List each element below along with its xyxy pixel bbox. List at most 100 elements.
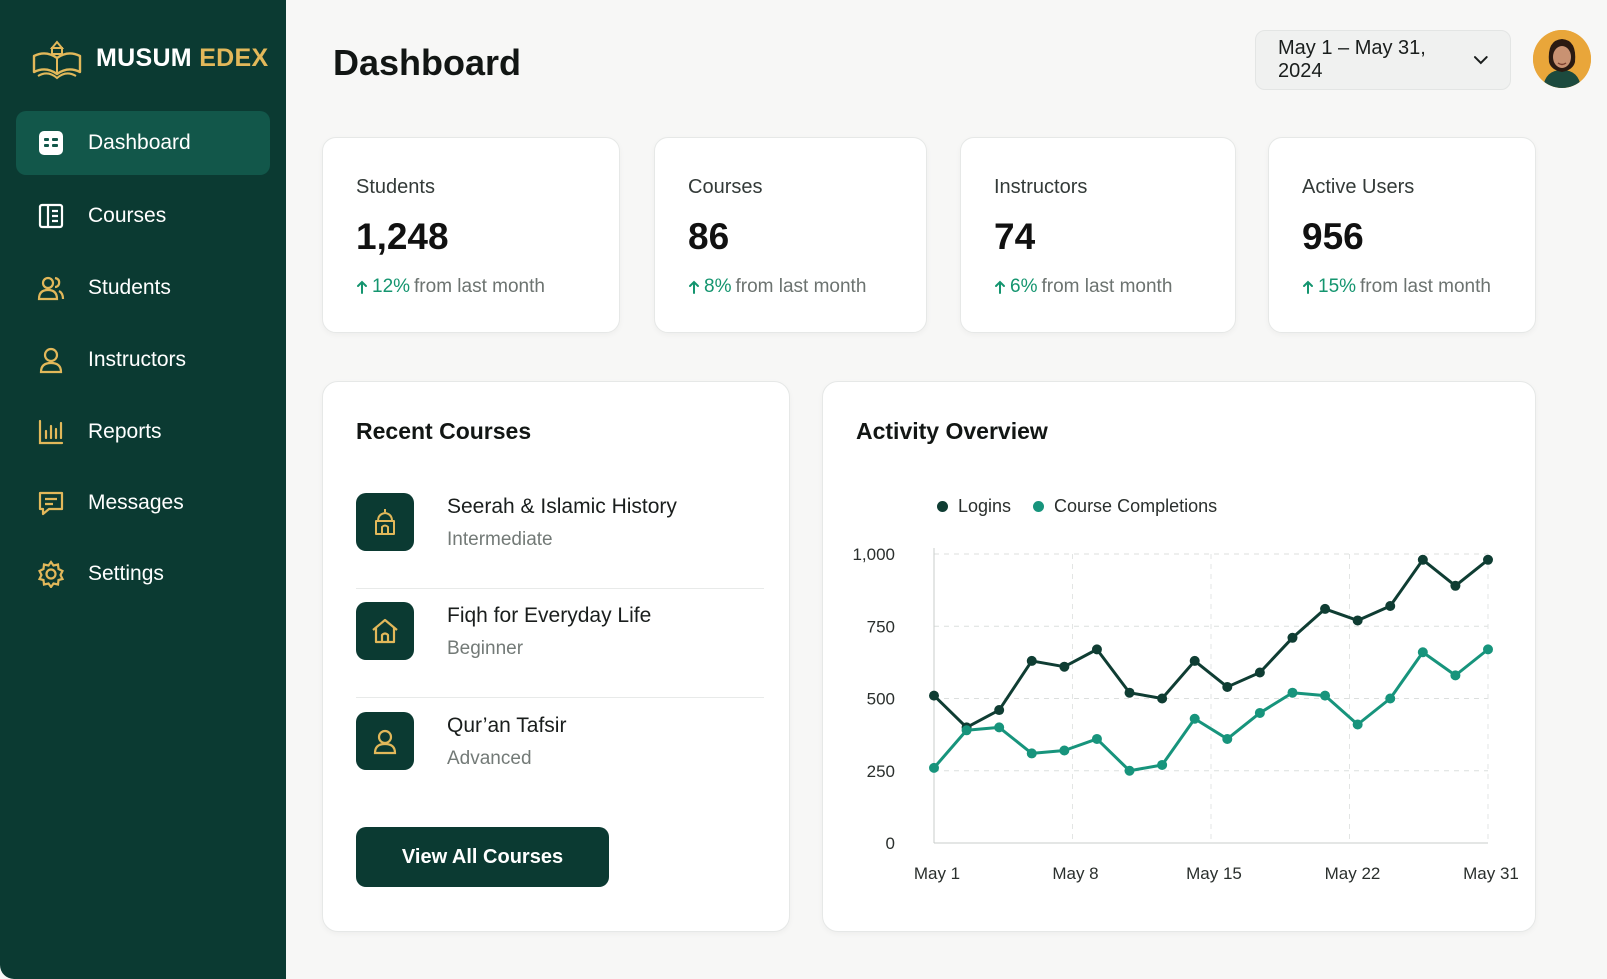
activity-overview-title: Activity Overview [856, 418, 1048, 444]
data-point [961, 725, 972, 736]
data-point [1091, 733, 1102, 744]
sidebar-item-settings[interactable]: Settings [16, 542, 270, 606]
data-point [1124, 765, 1135, 776]
stat-change-text: from last month [735, 276, 867, 297]
data-point [1189, 713, 1200, 724]
data-point [1059, 745, 1070, 756]
mosque-icon [356, 493, 414, 551]
stat-label: Courses [688, 176, 763, 198]
data-point [1352, 719, 1363, 730]
data-point [1254, 707, 1265, 718]
sidebar-item-students[interactable]: Students [16, 256, 270, 320]
sidebar-item-label: Reports [88, 420, 162, 443]
arrow-up-icon [1303, 280, 1313, 294]
stat-value: 74 [994, 216, 1036, 257]
course-list-item[interactable]: Seerah & Islamic History Intermediate [356, 483, 764, 589]
data-point [1124, 687, 1135, 698]
brand-logo[interactable]: MUSUM EDEX [30, 36, 268, 80]
person-icon [356, 712, 414, 770]
chevron-down-icon [1474, 56, 1489, 65]
arrow-up-icon [995, 280, 1005, 294]
data-point [929, 690, 939, 701]
y-tick-label: 500 [867, 690, 895, 709]
date-range-picker[interactable]: May 1 – May 31, 2024 [1255, 30, 1511, 90]
sidebar-item-courses[interactable]: Courses [16, 184, 270, 248]
book-icon [36, 201, 66, 231]
sidebar-item-instructors[interactable]: Instructors [16, 328, 270, 392]
course-name: Qur’an Tafsir [447, 714, 567, 737]
stat-change-text: from last month [414, 276, 545, 297]
brand-name-part1: MUSUM [96, 43, 192, 72]
sidebar-item-label: Instructors [88, 348, 187, 371]
stat-card-courses: Courses 86 8% from last month [654, 137, 927, 333]
gear-icon [36, 559, 66, 589]
stat-change: 8% from last month [688, 276, 866, 298]
bar-chart-icon [36, 417, 66, 447]
activity-line-chart: 0 250 500 750 1,000 May 1 May 8 May 15 May 22 May… [852, 545, 1519, 883]
legend-dot [1033, 501, 1045, 512]
arrow-up-icon [357, 280, 367, 294]
data-point [994, 722, 1005, 733]
series-line [932, 648, 1489, 773]
stat-value: 1,248 [356, 216, 449, 257]
data-point [1320, 690, 1331, 701]
data-point [1352, 615, 1363, 626]
avatar[interactable] [1533, 30, 1591, 88]
course-list-item[interactable]: Fiqh for Everyday Life Beginner [356, 592, 764, 698]
series-line [932, 558, 1489, 729]
data-point [1287, 632, 1298, 643]
stat-card-students: Students 1,248 12% from last month [322, 137, 620, 333]
users-icon [36, 273, 66, 303]
user-icon [36, 345, 66, 375]
legend-item-course-completions[interactable]: Course Completions [1033, 496, 1217, 517]
sidebar-item-label: Settings [88, 562, 164, 585]
recent-courses-title: Recent Courses [356, 418, 532, 444]
stat-change-text: from last month [1360, 276, 1491, 297]
message-icon [36, 488, 66, 518]
chart-legend: Logins Course Completions [937, 496, 1217, 517]
arrow-up-icon [689, 280, 699, 294]
data-point [1157, 693, 1168, 704]
sidebar: MUSUM EDEX Dashboard Courses Students In… [0, 0, 286, 979]
stat-value: 956 [1302, 216, 1364, 257]
sidebar-item-dashboard[interactable]: Dashboard [16, 111, 270, 175]
activity-overview-panel: Activity Overview Logins Course Completi… [822, 381, 1536, 932]
course-name: Fiqh for Everyday Life [447, 604, 652, 627]
course-level: Intermediate [447, 529, 553, 550]
stat-card-active-users: Active Users 956 15% from last month [1268, 137, 1536, 333]
sidebar-item-label: Students [88, 276, 171, 299]
data-point [1254, 667, 1265, 678]
sidebar-item-reports[interactable]: Reports [16, 400, 270, 464]
data-point [1450, 670, 1461, 681]
y-tick-label: 750 [867, 617, 895, 636]
data-point [1450, 580, 1461, 591]
sidebar-item-messages[interactable]: Messages [16, 471, 270, 535]
sidebar-item-label: Messages [88, 491, 184, 514]
data-point [1189, 655, 1200, 666]
stat-value: 86 [688, 216, 730, 257]
data-point [1026, 655, 1037, 666]
recent-courses-panel: Recent Courses Seerah & Islamic History … [322, 381, 790, 932]
legend-label: Course Completions [1054, 496, 1218, 516]
course-list-item[interactable]: Qur’an Tafsir Advanced [356, 702, 764, 808]
page-title: Dashboard [333, 42, 522, 83]
stat-change: 6% from last month [994, 276, 1172, 298]
y-tick-label: 1,000 [852, 545, 895, 564]
y-tick-label: 250 [867, 762, 895, 781]
x-tick-label: May 1 [914, 864, 960, 883]
stat-label: Students [356, 176, 435, 198]
view-all-courses-button[interactable]: View All Courses [356, 827, 609, 887]
user-avatar-icon [1533, 30, 1591, 88]
stat-change-pct: 6% [1010, 276, 1038, 297]
legend-item-logins[interactable]: Logins [937, 496, 1011, 517]
data-point [1222, 733, 1233, 744]
open-book-logo-icon [32, 40, 82, 80]
stat-card-instructors: Instructors 74 6% from last month [960, 137, 1236, 333]
data-point [1026, 748, 1037, 759]
data-point [1059, 661, 1070, 672]
date-range-value: May 1 – May 31, 2024 [1278, 37, 1426, 82]
sidebar-item-label: Courses [88, 204, 167, 227]
x-tick-label: May 15 [1186, 864, 1242, 883]
x-tick-label: May 8 [1052, 864, 1098, 883]
x-tick-label: May 31 [1463, 864, 1519, 883]
